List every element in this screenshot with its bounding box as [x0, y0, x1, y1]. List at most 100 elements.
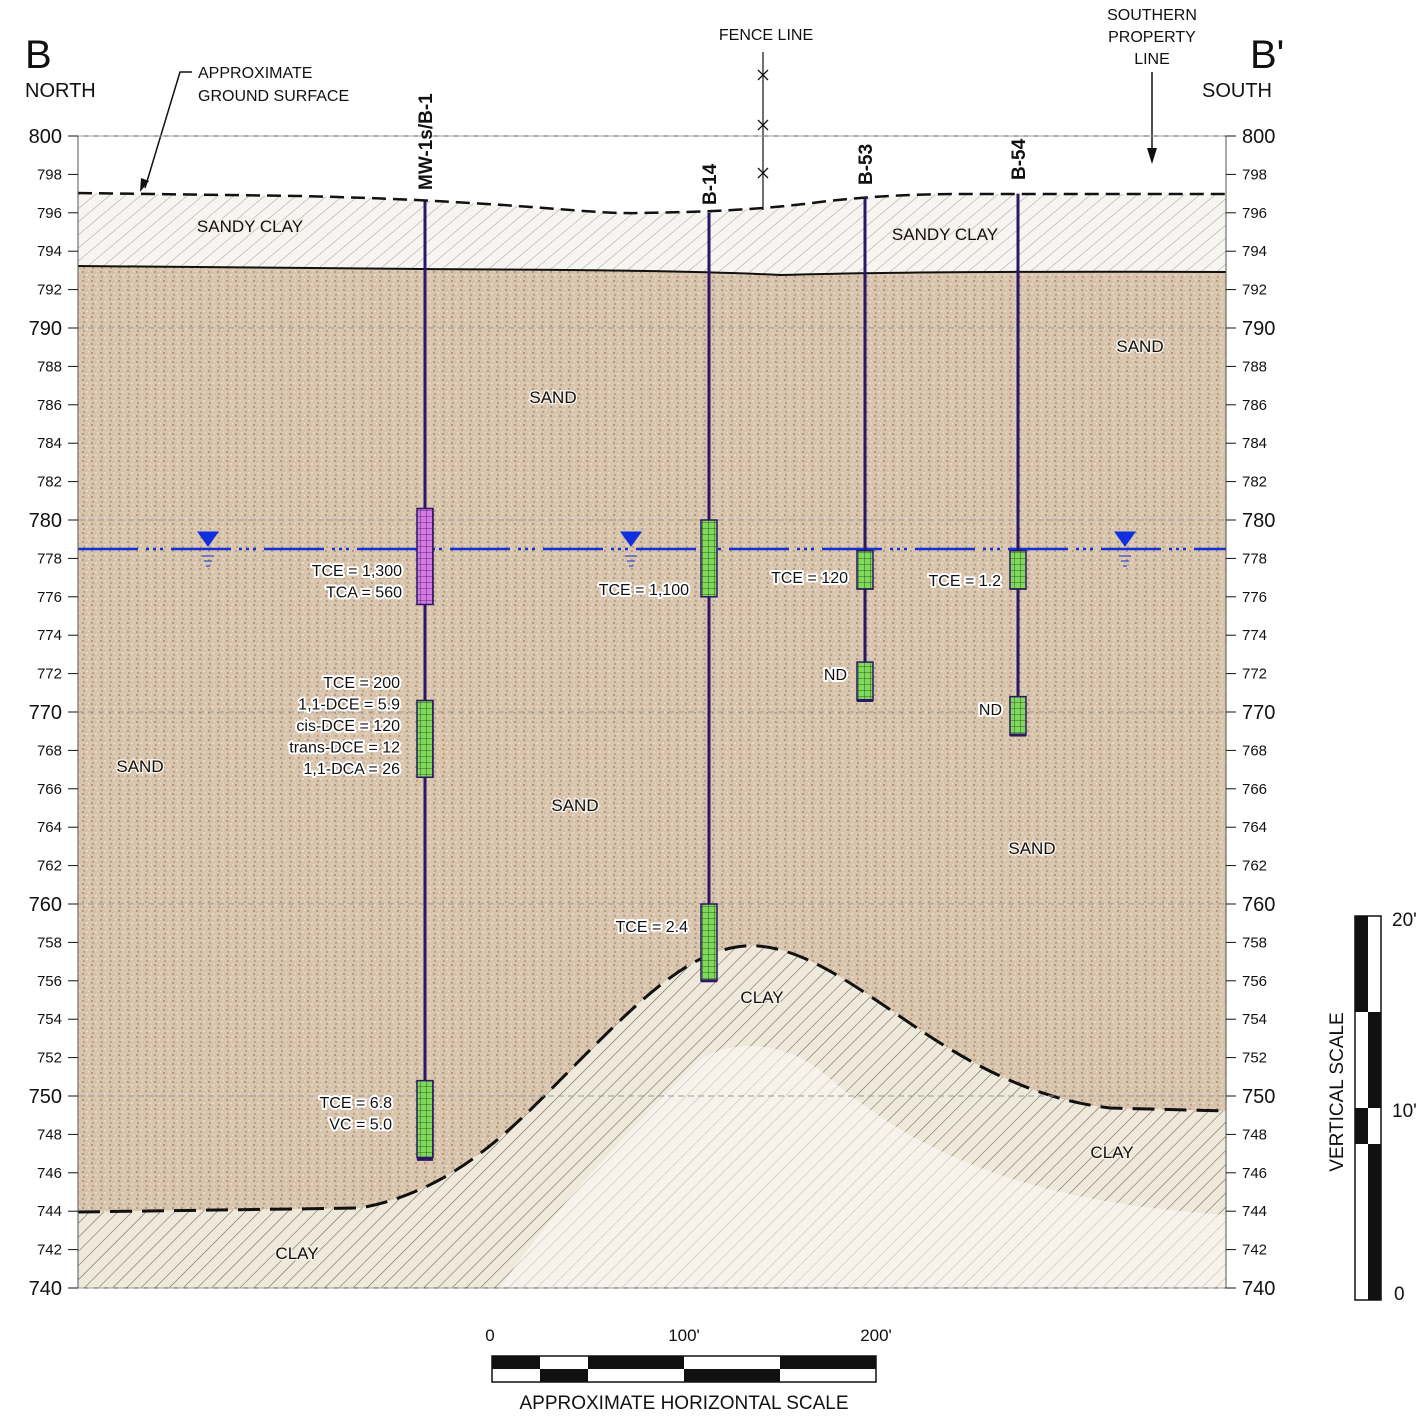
tick-label: 748 [37, 1126, 62, 1143]
result-label: TCE = 1,300 [312, 563, 402, 580]
sample-interval [1010, 551, 1026, 589]
tick-label: 800 [29, 126, 62, 148]
section-letter: B' [1250, 33, 1284, 77]
result-label: TCE = 2.4 [616, 919, 689, 936]
scale-label: 200' [860, 1326, 892, 1345]
soil-label: CLAY [1090, 1143, 1133, 1162]
tick-label: 762 [1242, 858, 1267, 875]
tick-label: 778 [1242, 550, 1267, 567]
tick-label: 772 [37, 666, 62, 683]
soil-label: SAND [1008, 839, 1055, 858]
tick-label: 740 [29, 1278, 62, 1300]
scale-label: 0 [485, 1326, 494, 1345]
tick-label: 782 [37, 474, 62, 491]
boring-name: B-54 [1009, 138, 1030, 180]
sample-interval [701, 904, 717, 981]
annotation: GROUND SURFACE [198, 88, 349, 105]
result-label: ND [979, 702, 1002, 719]
tick-label: 798 [37, 166, 62, 183]
tick-label: 760 [1242, 894, 1275, 916]
tick-label: 788 [37, 358, 62, 375]
tick-label: 774 [1242, 627, 1267, 644]
tick-label: 776 [37, 589, 62, 606]
tick-label: 754 [1242, 1011, 1267, 1028]
soil-label: SAND [1116, 337, 1163, 356]
annotation: APPROXIMATE [198, 65, 312, 82]
soil-label: SAND [551, 796, 598, 815]
tick-label: 760 [29, 894, 62, 916]
result-label: TCE = 1.2 [929, 573, 1002, 590]
tick-label: 786 [37, 397, 62, 414]
soil-label: SANDY CLAY [892, 225, 998, 244]
tick-label: 744 [1242, 1203, 1267, 1220]
result-label: 1,1-DCE = 5.9 [298, 697, 400, 714]
soil-label: CLAY [740, 988, 783, 1007]
tick-label: 764 [37, 819, 62, 836]
arrowhead [1147, 148, 1157, 164]
tick-label: 784 [37, 435, 62, 452]
tick-label: 764 [1242, 819, 1267, 836]
scale-label: 10' [1392, 1101, 1417, 1122]
result-label: cis-DCE = 120 [296, 718, 400, 735]
tick-label: 776 [1242, 589, 1267, 606]
tick-label: 742 [37, 1242, 62, 1259]
soil-label: SANDY CLAY [197, 217, 303, 236]
tick-label: 754 [37, 1011, 62, 1028]
leader [145, 72, 192, 188]
result-label: ND [824, 667, 847, 684]
tick-label: 742 [1242, 1242, 1267, 1259]
result-label: trans-DCE = 12 [289, 740, 400, 757]
tick-label: 790 [29, 318, 62, 340]
tick-label: 772 [1242, 666, 1267, 683]
tick-label: 752 [1242, 1050, 1267, 1067]
tick-label: 792 [37, 282, 62, 299]
tick-label: 768 [1242, 742, 1267, 759]
tick-label: 796 [37, 205, 62, 222]
result-label: TCA = 560 [326, 585, 402, 602]
soil-label: SAND [529, 388, 576, 407]
result-label: 1,1-DCA = 26 [304, 761, 401, 778]
result-label: TCE = 6.8 [320, 1095, 393, 1112]
tick-label: 778 [37, 550, 62, 567]
annotation: PROPERTY [1108, 29, 1196, 46]
tick-label: 782 [1242, 474, 1267, 491]
tick-label: 758 [1242, 934, 1267, 951]
tick-label: 766 [37, 781, 62, 798]
scale-label: 0 [1394, 1284, 1405, 1305]
boring-name: B-53 [856, 144, 877, 185]
tick-label: 756 [37, 973, 62, 990]
tick-label: 746 [1242, 1165, 1267, 1182]
tick-label: 770 [29, 702, 62, 724]
soil-label: SAND [116, 757, 163, 776]
tick-label: 790 [1242, 318, 1275, 340]
tick-label: 780 [29, 510, 62, 532]
sample-interval [701, 520, 717, 597]
tick-label: 746 [37, 1165, 62, 1182]
tick-label: 796 [1242, 205, 1267, 222]
boring-name: B-14 [700, 163, 721, 205]
tick-label: 758 [37, 934, 62, 951]
tick-label: 756 [1242, 973, 1267, 990]
sample-interval [417, 700, 433, 777]
sample-interval [417, 508, 433, 604]
direction: SOUTH [1202, 80, 1272, 102]
cross-section: B NORTH B' SOUTH APPROXIMATE GROUND SURF… [0, 0, 1428, 1423]
vertical-scale: 20' 10' 0 VERTICAL SCALE [1327, 910, 1417, 1305]
sample-interval [857, 551, 873, 589]
tick-label: 740 [1242, 1278, 1275, 1300]
tick-label: 744 [37, 1203, 62, 1220]
sample-interval [417, 1081, 433, 1158]
tick-label: 750 [1242, 1086, 1275, 1108]
tick-label: 770 [1242, 702, 1275, 724]
tick-label: 762 [37, 858, 62, 875]
tick-label: 774 [37, 627, 62, 644]
scale-title: VERTICAL SCALE [1327, 1012, 1348, 1171]
result-label: TCE = 200 [323, 675, 400, 692]
tick-label: 794 [37, 243, 62, 260]
annotation: FENCE LINE [719, 27, 813, 44]
sample-interval [1010, 697, 1026, 735]
section-letter: B [25, 33, 52, 77]
soil-label: CLAY [275, 1244, 318, 1263]
annotations: B NORTH B' SOUTH APPROXIMATE GROUND SURF… [25, 7, 1284, 210]
annotation: LINE [1134, 51, 1170, 68]
